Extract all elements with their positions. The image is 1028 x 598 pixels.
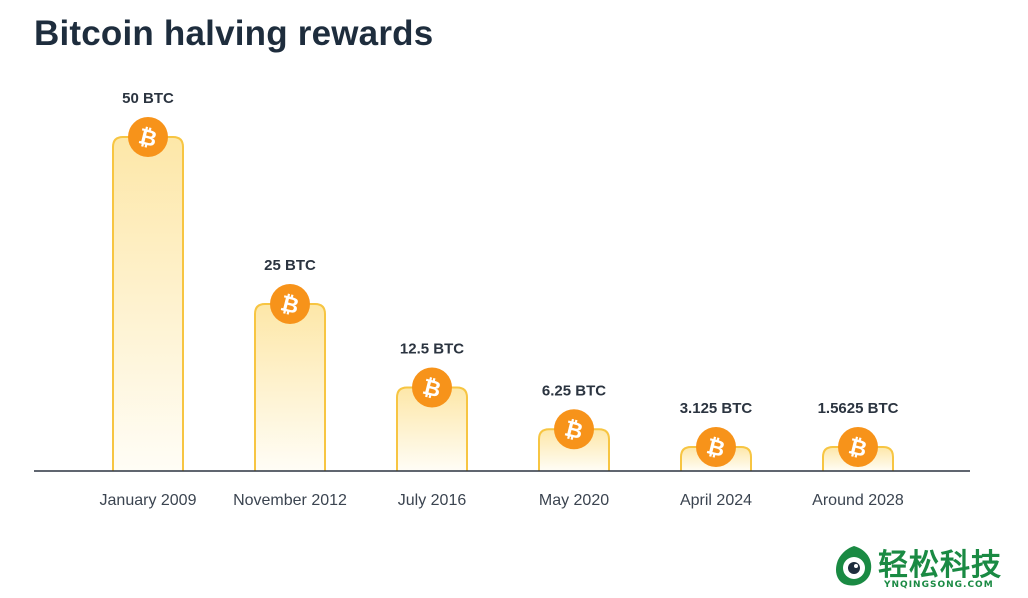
leaf-eye-icon xyxy=(836,546,872,586)
watermark-text: 轻松科技 xyxy=(878,548,1002,583)
watermark-subtext: YNQINGSONG.COM xyxy=(884,580,994,590)
x-tick-label: July 2016 xyxy=(398,492,467,509)
bar-2 xyxy=(254,303,326,471)
value-label: 3.125 BTC xyxy=(680,400,753,417)
value-label: 6.25 BTC xyxy=(542,382,606,399)
bitcoin-icon: ₿ xyxy=(270,284,310,324)
chart-title: Bitcoin halving rewards xyxy=(34,14,434,53)
value-label: 50 BTC xyxy=(122,90,174,107)
x-tick-label: November 2012 xyxy=(233,492,347,509)
svg-text:₿: ₿ xyxy=(704,434,727,463)
bars-layer xyxy=(112,136,894,471)
value-label: 1.5625 BTC xyxy=(818,400,899,417)
x-tick-label: Around 2028 xyxy=(812,492,904,509)
svg-text:₿: ₿ xyxy=(846,434,869,463)
bitcoin-icon: ₿ xyxy=(838,427,878,467)
x-tick-label: January 2009 xyxy=(100,492,197,509)
watermark-logo: 轻松科技 YNQINGSONG.COM xyxy=(832,542,1022,594)
x-tick-label: April 2024 xyxy=(680,492,752,509)
bitcoin-icon: ₿ xyxy=(412,367,452,408)
bitcoin-icon: ₿ xyxy=(554,409,594,450)
bitcoin-icon: ₿ xyxy=(696,427,736,467)
svg-text:₿: ₿ xyxy=(136,124,159,153)
bar-1 xyxy=(112,136,184,471)
value-label: 12.5 BTC xyxy=(400,341,464,358)
x-tick-label: May 2020 xyxy=(539,492,609,509)
svg-text:₿: ₿ xyxy=(278,291,301,320)
svg-text:₿: ₿ xyxy=(420,375,443,404)
svg-text:₿: ₿ xyxy=(562,416,585,445)
bitcoin-icon: ₿ xyxy=(128,117,168,157)
labels-layer: ₿ 50 BTC January 2009 ₿ 25 BTC November 2012 ₿… xyxy=(100,90,904,509)
value-label: 25 BTC xyxy=(264,257,316,274)
